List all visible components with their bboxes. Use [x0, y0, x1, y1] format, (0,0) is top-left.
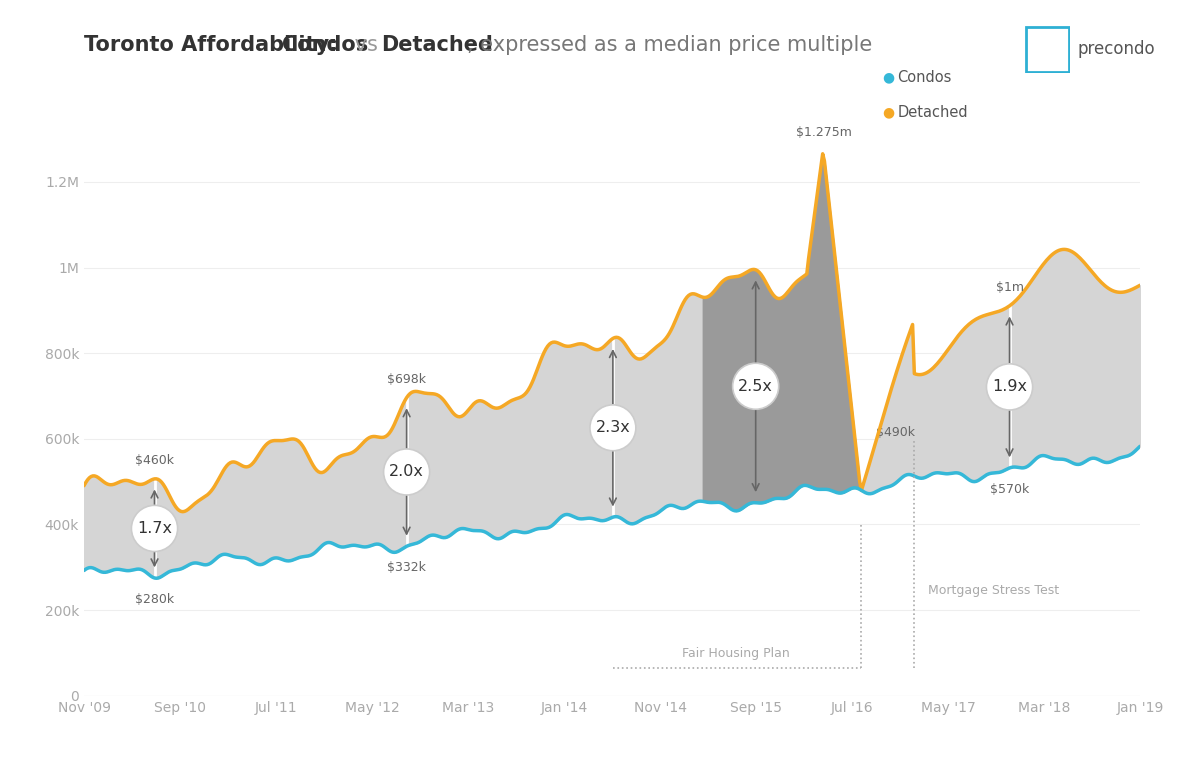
- FancyBboxPatch shape: [1031, 31, 1045, 68]
- Text: ●: ●: [882, 70, 894, 84]
- Text: Toronto Affordability:: Toronto Affordability:: [84, 35, 344, 55]
- Text: ●: ●: [882, 105, 894, 119]
- Text: Fair Housing Plan: Fair Housing Plan: [683, 647, 790, 660]
- Text: Condos: Condos: [282, 35, 368, 55]
- Text: 1.7x: 1.7x: [137, 521, 172, 536]
- Text: Detached: Detached: [898, 104, 968, 120]
- Text: Mortgage Stress Test: Mortgage Stress Test: [929, 584, 1060, 598]
- Text: 1.9x: 1.9x: [992, 380, 1027, 394]
- Text: $490k: $490k: [876, 426, 914, 439]
- Text: 2.5x: 2.5x: [738, 379, 773, 393]
- Text: Detached: Detached: [382, 35, 493, 55]
- Text: $570k: $570k: [990, 483, 1030, 496]
- Text: , expressed as a median price multiple: , expressed as a median price multiple: [467, 35, 872, 55]
- Text: $698k: $698k: [388, 373, 426, 386]
- Text: 2.3x: 2.3x: [595, 421, 630, 435]
- Text: $1.275m: $1.275m: [797, 126, 852, 139]
- FancyBboxPatch shape: [1050, 31, 1064, 68]
- Text: $1m: $1m: [996, 281, 1024, 294]
- Text: 2.0x: 2.0x: [389, 465, 424, 479]
- Text: precondo: precondo: [1078, 40, 1156, 59]
- Text: Condos: Condos: [898, 70, 952, 85]
- Text: $332k: $332k: [388, 561, 426, 574]
- Text: vs: vs: [348, 35, 384, 55]
- Text: $460k: $460k: [136, 454, 174, 467]
- Text: $280k: $280k: [134, 593, 174, 606]
